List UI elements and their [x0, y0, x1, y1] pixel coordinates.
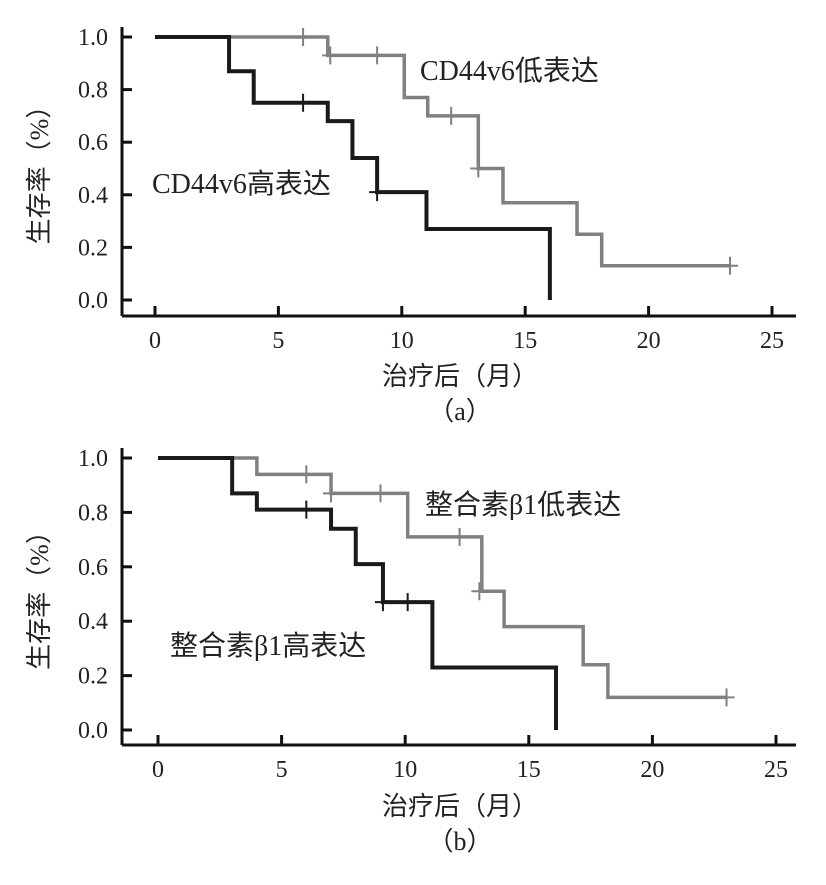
- censor-mark: [369, 46, 386, 65]
- censor-mark: [443, 106, 460, 125]
- x-tick-label: 15: [513, 328, 537, 354]
- y-axis-label: 生存率（%）: [25, 93, 54, 245]
- panel-caption: （b）: [427, 827, 492, 856]
- y-tick-label: 0.8: [78, 500, 108, 526]
- x-tick-label: 10: [393, 757, 417, 783]
- censor-mark: [451, 527, 468, 546]
- x-tick-label: 0: [149, 328, 161, 354]
- x-tick-label: 5: [276, 757, 288, 783]
- panel-caption: （a）: [428, 397, 492, 426]
- x-tick-label: 5: [272, 328, 284, 354]
- series-label-high: 整合素β1高表达: [170, 630, 366, 662]
- x-tick-label: 20: [637, 328, 661, 354]
- y-tick-label: 0.4: [78, 609, 108, 635]
- censor-mark: [471, 582, 488, 601]
- y-tick-label: 0.2: [78, 664, 108, 690]
- series-label-low: CD44v6低表达: [420, 55, 599, 87]
- y-tick-label: 0.8: [78, 78, 108, 104]
- x-axis-label: 治疗后（月）: [382, 362, 538, 391]
- y-axis-label: 生存率（%）: [25, 518, 54, 670]
- panel-b: 0.0 0.2 0.4 0.6 0.8 1.0 0 5 10 15 20 25 治疗后（月） 生存率（%）…: [25, 446, 796, 856]
- y-tick-label: 0.4: [78, 183, 108, 209]
- censor-mark: [470, 159, 487, 178]
- y-tick-label: 0.6: [78, 130, 108, 156]
- y-tick-label: 0.6: [78, 555, 108, 581]
- survival-curve-low: [155, 35, 731, 268]
- x-tick-label: 10: [390, 328, 414, 354]
- series-label-low: 整合素β1低表达: [425, 489, 621, 521]
- x-tick-label: 25: [764, 757, 788, 783]
- censor-mark: [298, 465, 315, 484]
- survival-curve-high: [158, 456, 558, 730]
- censor-mark: [295, 93, 312, 112]
- panel-a: 0.0 0.2 0.4 0.6 0.8 1.0 0 5 10 15 20 25 治疗后（月） 生存率（%）…: [25, 25, 796, 426]
- censor-mark: [322, 46, 339, 65]
- censor-mark: [323, 484, 340, 503]
- censor-mark: [722, 256, 739, 275]
- x-tick-label: 20: [640, 757, 664, 783]
- x-tick-label: 15: [517, 757, 541, 783]
- x-tick-label: 25: [760, 328, 784, 354]
- censor-mark: [374, 593, 391, 612]
- censor-mark: [399, 593, 416, 612]
- y-tick-label: 0.0: [78, 288, 108, 314]
- censor-mark: [369, 183, 386, 202]
- censor-mark: [372, 484, 389, 503]
- y-tick-label: 1.0: [78, 25, 108, 51]
- censor-mark: [298, 500, 315, 519]
- survival-curve-high: [155, 35, 552, 300]
- y-tick-label: 0.2: [78, 235, 108, 261]
- y-tick-label: 1.0: [78, 446, 108, 472]
- x-tick-label: 0: [152, 757, 164, 783]
- x-axis-label: 治疗后（月）: [382, 792, 538, 821]
- y-tick-label: 0.0: [78, 718, 108, 744]
- censor-mark: [295, 28, 312, 46]
- censor-mark: [718, 688, 735, 707]
- series-label-high: CD44v6高表达: [152, 168, 331, 200]
- survival-curve-low: [158, 456, 727, 700]
